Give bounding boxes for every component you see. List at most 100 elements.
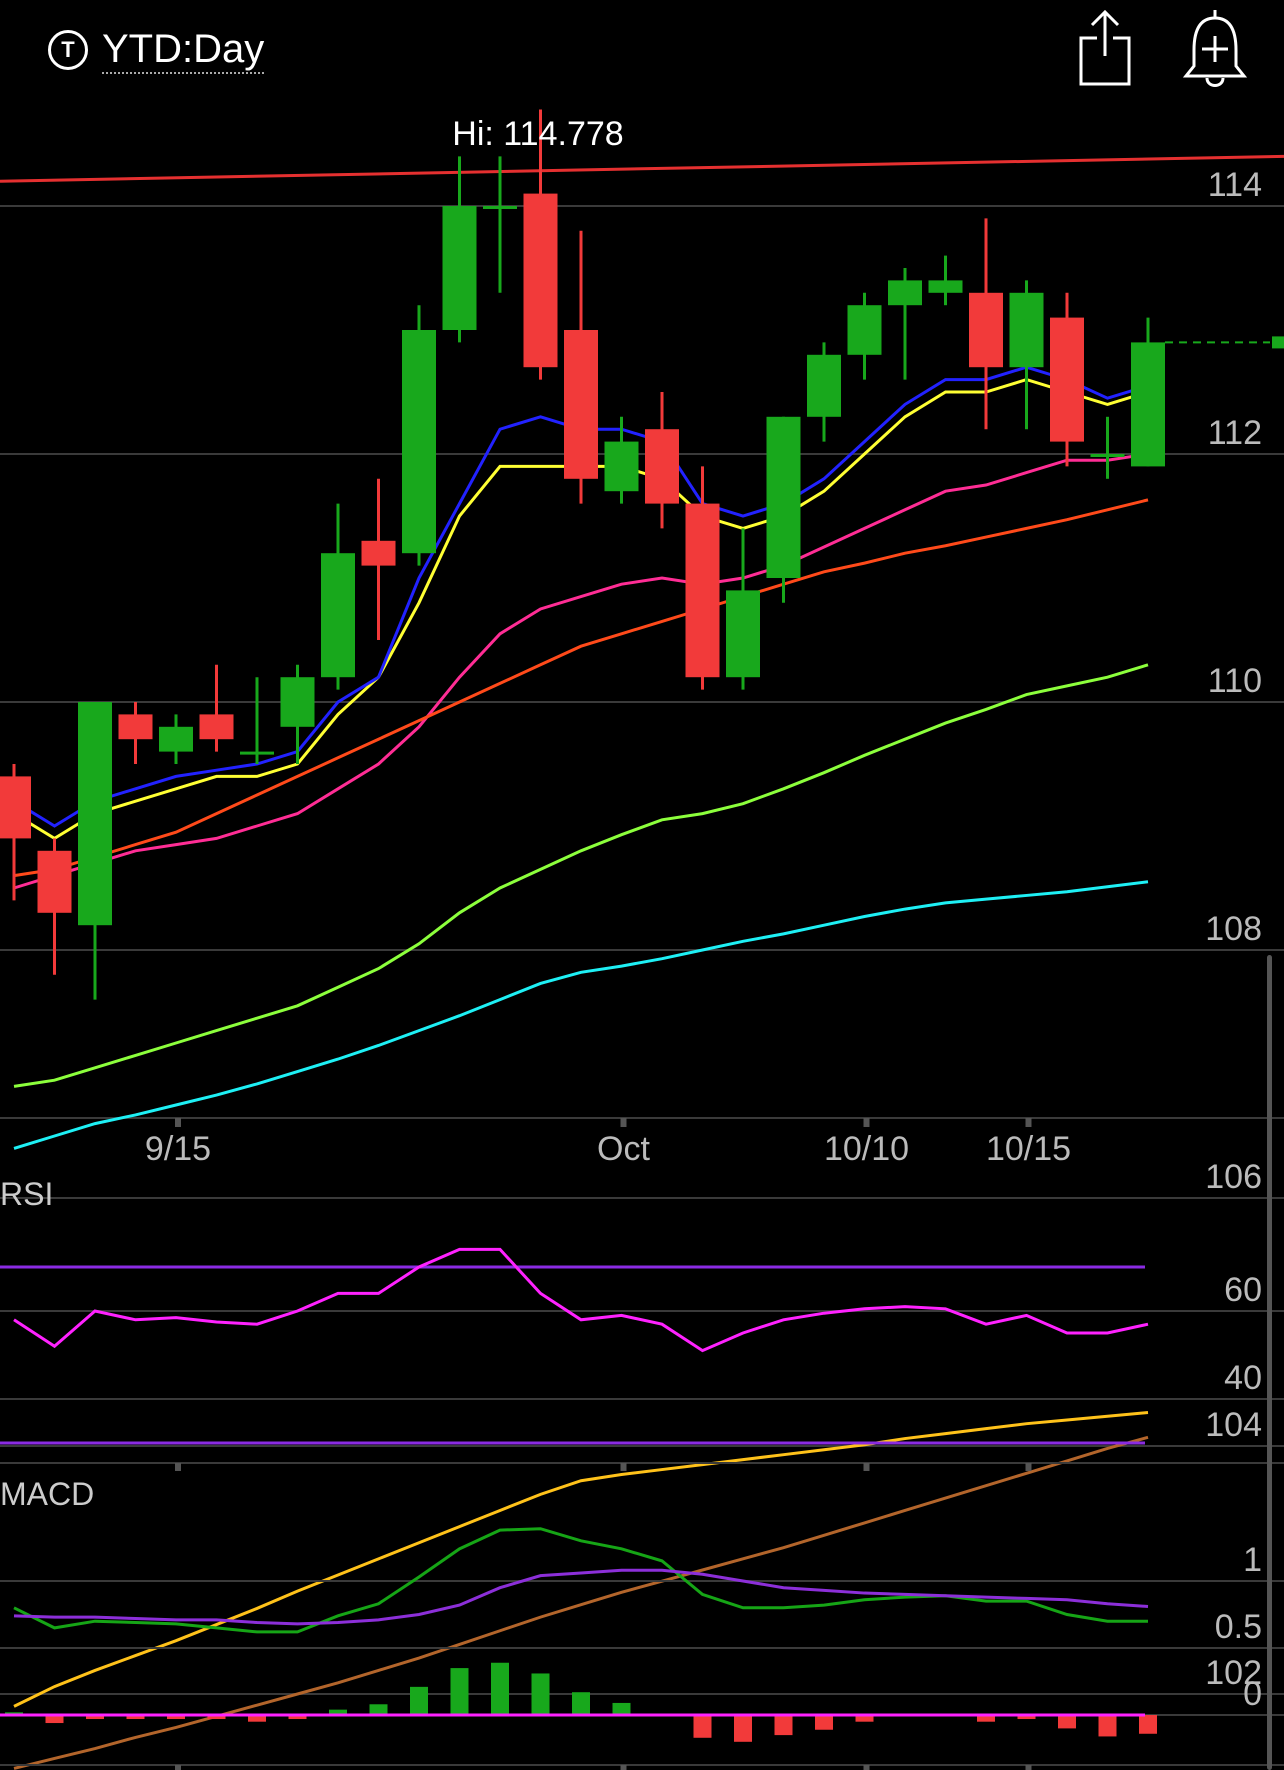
range-label: YTD:Day xyxy=(102,26,265,74)
macd-date-tick xyxy=(175,1765,181,1770)
rsi-line xyxy=(13,1247,1149,1353)
add-alert-button[interactable] xyxy=(1180,4,1250,90)
rsi-date-tick xyxy=(863,1463,870,1471)
price-axis-labels: 114 112 110 108 106 104 102 xyxy=(1205,166,1262,1692)
candle-body-up xyxy=(442,206,477,330)
macd-histogram-bar-negative xyxy=(167,1715,185,1720)
candle-body-up xyxy=(78,702,112,926)
scrollbar[interactable] xyxy=(1267,955,1272,1770)
candle-body-up xyxy=(483,206,517,209)
macd-date-tick xyxy=(1025,1765,1032,1770)
candle-body-down xyxy=(645,429,679,504)
macd-histogram-bar-positive xyxy=(491,1662,509,1715)
candle-body-up xyxy=(240,751,274,755)
macd-histogram-bar-negative xyxy=(1017,1715,1036,1720)
macd-histogram-bar-negative xyxy=(734,1715,752,1742)
macd-histogram-bar-positive xyxy=(531,1673,550,1715)
share-icon xyxy=(1079,9,1131,86)
date-tick-mark xyxy=(863,1118,870,1127)
candle-body-down xyxy=(523,193,558,368)
candle-body-up xyxy=(604,441,639,492)
toolbar: T YTD:Day xyxy=(0,0,1284,100)
rsi-panel: 60 40 xyxy=(0,1247,1284,1471)
macd-histogram-bar-negative xyxy=(1058,1715,1076,1729)
macd-histogram-bar-negative xyxy=(207,1715,226,1720)
macd-histogram-bar-negative xyxy=(693,1715,712,1738)
rsi-title: RSI xyxy=(0,1176,53,1212)
moving-averages xyxy=(13,365,1149,1770)
date-axis: 9/15 Oct 10/10 10/15 xyxy=(145,1118,1071,1168)
macd-date-tick xyxy=(620,1765,627,1770)
rsi-date-tick xyxy=(175,1463,181,1471)
candle-body-down xyxy=(0,776,31,839)
macd-histogram-bar-negative xyxy=(45,1715,64,1724)
macd-histogram-bar-negative xyxy=(1098,1715,1117,1737)
macd-histogram-bar-negative xyxy=(977,1715,995,1722)
macd-line xyxy=(13,1568,1149,1626)
candle-body-up xyxy=(321,553,355,678)
date-tick-mark xyxy=(175,1118,181,1127)
macd-histogram-bar-positive xyxy=(369,1704,388,1715)
price-tick-label: 110 xyxy=(1208,662,1262,700)
price-tick-label: 104 xyxy=(1205,1406,1262,1444)
rsi-tick-label: 60 xyxy=(1224,1271,1262,1309)
candle-body-up xyxy=(726,590,760,678)
candle-body-up xyxy=(402,330,436,554)
candle-body-up xyxy=(1090,454,1125,457)
moving-average-line xyxy=(13,663,1149,1088)
ticker-circle-icon: T xyxy=(48,30,88,70)
price-tick-label: 108 xyxy=(1205,910,1262,948)
candle-body-down xyxy=(969,292,1003,368)
last-price-marker xyxy=(1272,336,1284,349)
candle-body-up xyxy=(847,305,882,355)
candle-body-down xyxy=(199,714,234,740)
rsi-tick-label: 40 xyxy=(1224,1359,1262,1397)
date-tick-label: 9/15 xyxy=(145,1130,211,1168)
date-tick-mark xyxy=(1025,1118,1032,1127)
candle-body-up xyxy=(807,354,841,417)
price-grid xyxy=(0,154,1284,1695)
candle-body-up xyxy=(1009,292,1044,368)
macd-tick-label: 0.5 xyxy=(1215,1608,1262,1646)
resistance-line xyxy=(0,154,1284,183)
date-tick-label: Oct xyxy=(597,1130,650,1168)
moving-average-line xyxy=(13,452,1149,890)
macd-tick-label: 1 xyxy=(1243,1541,1262,1579)
macd-histogram-bar-negative xyxy=(855,1715,874,1722)
rsi-date-tick xyxy=(1025,1463,1032,1471)
macd-title: MACD xyxy=(0,1476,94,1512)
candle-body-down xyxy=(37,850,72,913)
candle-body-down xyxy=(1050,317,1084,442)
moving-average-line xyxy=(13,880,1149,1150)
candle-body-up xyxy=(888,280,922,306)
price-tick-label: 106 xyxy=(1205,1158,1262,1196)
add-alert-bell-icon xyxy=(1182,10,1248,87)
candle-body-up xyxy=(928,280,963,293)
moving-average-line xyxy=(13,1411,1149,1708)
candle-body-up xyxy=(1131,342,1165,467)
macd-histogram-bar-negative xyxy=(815,1715,833,1730)
moving-average-line xyxy=(13,1435,1149,1770)
date-tick-mark xyxy=(620,1118,627,1127)
macd-histogram-bar-negative xyxy=(126,1715,145,1720)
macd-tick-label: 0 xyxy=(1243,1675,1262,1713)
macd-histogram-bar-positive xyxy=(450,1668,469,1715)
price-tick-label: 114 xyxy=(1208,166,1262,204)
rsi-date-tick xyxy=(620,1463,627,1471)
candle-body-down xyxy=(564,330,598,479)
candles xyxy=(0,109,1284,1000)
macd-histogram-bar-positive xyxy=(612,1702,631,1715)
price-tick-label: 102 xyxy=(1205,1654,1262,1692)
candle-body-down xyxy=(685,503,720,678)
date-tick-label: 10/10 xyxy=(824,1130,909,1168)
candle-body-up xyxy=(280,677,315,727)
macd-histogram-bar-negative xyxy=(248,1715,266,1722)
candle-body-down xyxy=(361,540,396,566)
macd-histogram-bar-negative xyxy=(86,1715,104,1720)
candle-body-up xyxy=(766,416,801,578)
macd-date-tick xyxy=(863,1765,870,1770)
share-button[interactable] xyxy=(1075,6,1135,90)
date-tick-label: 10/15 xyxy=(986,1130,1071,1168)
range-selector-button[interactable]: T YTD:Day xyxy=(48,22,265,78)
